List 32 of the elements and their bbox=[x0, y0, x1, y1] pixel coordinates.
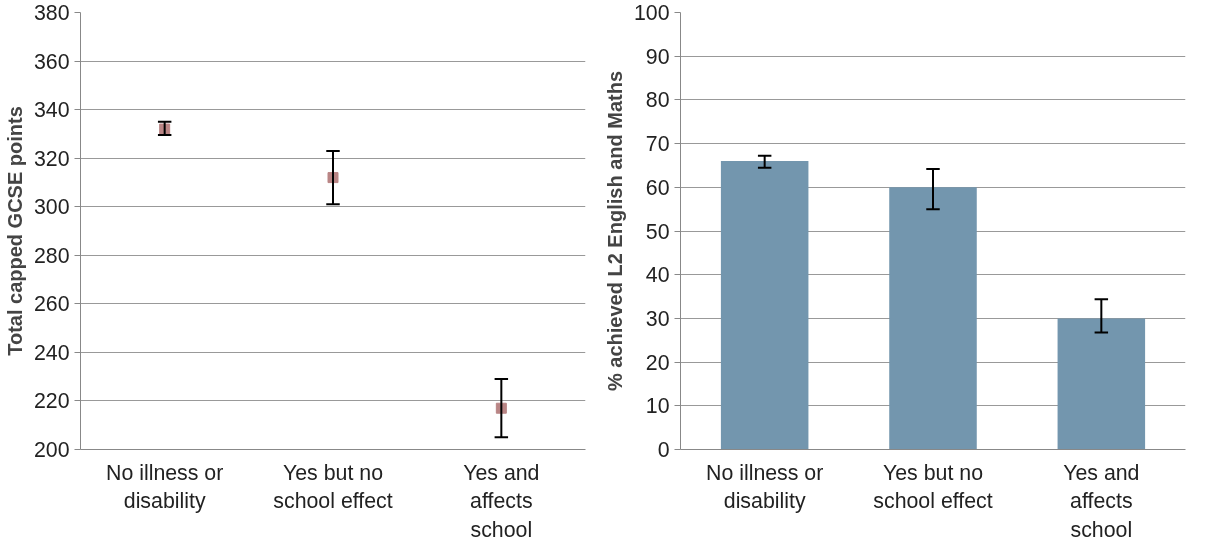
y-tick-label: 90 bbox=[645, 44, 670, 69]
bar bbox=[889, 187, 977, 450]
y-tick-label: 300 bbox=[33, 195, 70, 220]
y-tick-label: 20 bbox=[645, 350, 670, 375]
y-tick-label: 240 bbox=[33, 340, 70, 365]
y-tick-label: 380 bbox=[33, 1, 70, 25]
y-tick-label: 10 bbox=[645, 394, 670, 419]
y-tick-label: 360 bbox=[33, 49, 70, 74]
y-tick-label: 70 bbox=[645, 132, 670, 157]
x-tick-label: Yes but no school effect bbox=[273, 460, 393, 514]
y-tick-label: 200 bbox=[33, 438, 70, 462]
y-tick-label: 80 bbox=[645, 88, 670, 113]
y-tick-label: 340 bbox=[33, 98, 70, 123]
y-tick-label: 100 bbox=[633, 1, 670, 25]
y-tick-label: 60 bbox=[645, 175, 670, 200]
y-tick-label: 320 bbox=[33, 146, 70, 171]
x-tick-label: No illness or disability bbox=[105, 460, 224, 514]
bar bbox=[720, 161, 809, 450]
y-tick-label: 50 bbox=[645, 219, 670, 244]
y-axis-title: % achieved L2 English and Maths bbox=[603, 70, 626, 392]
y-tick-label: 30 bbox=[645, 306, 670, 331]
y-tick-label: 40 bbox=[645, 263, 670, 288]
y-tick-label: 280 bbox=[33, 243, 70, 268]
x-tick-label: Yes but no school effect bbox=[873, 460, 993, 514]
x-tick-label: Yes and affects school bbox=[1063, 460, 1140, 543]
y-tick-label: 220 bbox=[33, 389, 70, 414]
y-axis-title: Total capped GCSE points bbox=[3, 106, 26, 356]
y-tick-label: 260 bbox=[33, 292, 70, 317]
y-tick-label: 0 bbox=[657, 438, 670, 462]
x-tick-label: No illness or disability bbox=[705, 460, 824, 514]
bar bbox=[1057, 318, 1146, 450]
x-tick-label: Yes and affects school bbox=[463, 460, 540, 543]
